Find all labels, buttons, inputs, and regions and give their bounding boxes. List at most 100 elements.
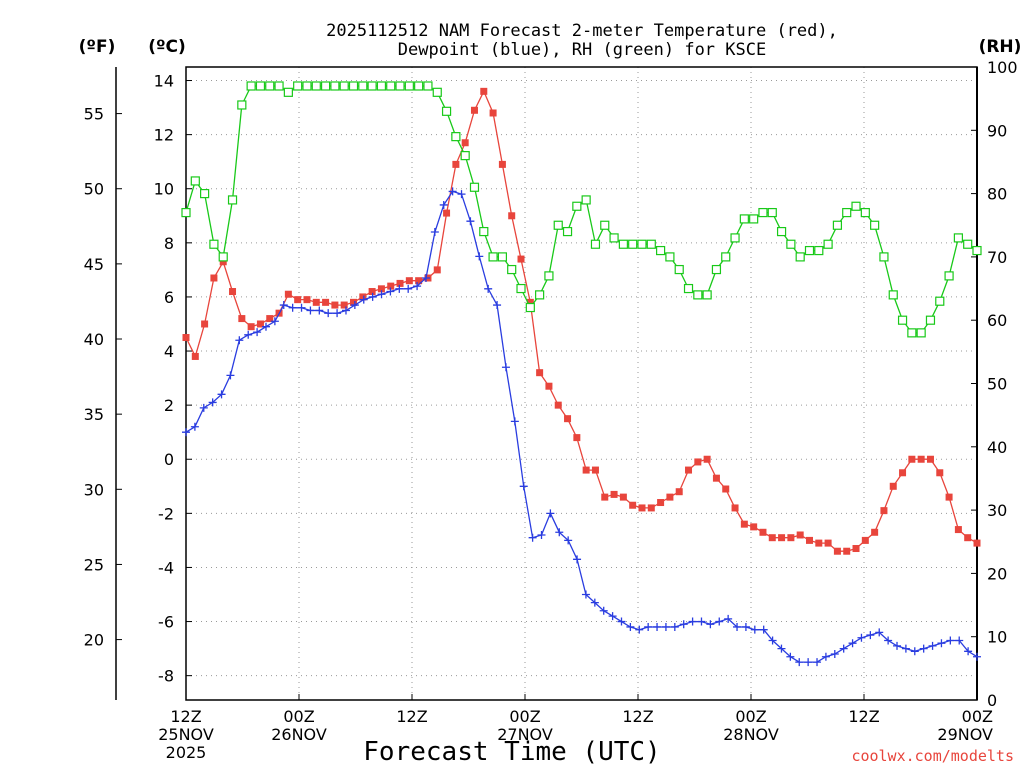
rh-point	[274, 81, 284, 91]
dewpoint-point	[679, 620, 688, 629]
dewpoint-point	[839, 644, 848, 653]
rh-point	[655, 245, 666, 256]
temperature-point	[470, 106, 478, 114]
temperature-point	[247, 323, 255, 331]
rh-point	[246, 81, 256, 91]
c-tick-label: 10	[154, 180, 174, 199]
rh-point	[842, 207, 852, 218]
temperature-point	[899, 469, 907, 477]
temperature-point	[554, 401, 562, 409]
temperature-point	[759, 528, 767, 536]
x-axis-label: Forecast Time (UTC)	[363, 737, 660, 767]
dewpoint-point	[599, 606, 608, 615]
dewpoint-point	[617, 617, 626, 626]
plot-frame	[185, 66, 978, 701]
dewpoint-point	[635, 625, 644, 634]
rh-point	[786, 239, 796, 249]
temperature-point	[182, 334, 190, 342]
rh-point	[758, 207, 768, 218]
rh-point	[441, 106, 452, 116]
rh-point	[200, 189, 210, 199]
dewpoint-point	[501, 363, 510, 372]
credit-label: coolwx.com/modelts	[851, 747, 1014, 765]
rh-point	[218, 252, 228, 262]
rh-point	[311, 81, 321, 91]
dewpoint-point	[786, 652, 795, 661]
temperature-point	[908, 455, 916, 463]
rh-point	[916, 328, 926, 338]
rh-point	[935, 296, 945, 306]
left-f-unit-label: (ºF)	[79, 37, 116, 57]
x-tick-label: 00Z	[962, 707, 993, 726]
rh-tick-label: 60	[987, 311, 1007, 330]
f-tick-label: 25	[84, 555, 104, 574]
dewpoint-point	[821, 652, 830, 661]
temperature-point	[359, 293, 367, 301]
dewpoint-point	[315, 306, 324, 315]
dewpoint-point	[973, 652, 981, 661]
rh-point	[637, 239, 647, 249]
rh-point	[320, 81, 331, 91]
temperature-point	[619, 493, 627, 501]
dewpoint-point	[644, 622, 653, 631]
x-tick-label: 00Z	[509, 707, 540, 726]
c-tick-label: 4	[164, 342, 174, 361]
rh-point	[702, 290, 712, 300]
temperature-point	[731, 504, 739, 512]
dewpoint-point	[182, 428, 190, 437]
dewpoint-point	[466, 217, 475, 226]
dewpoint-point	[297, 303, 306, 312]
left-c-unit-label: (ºC)	[148, 37, 186, 57]
dewpoint-point	[413, 282, 422, 291]
rh-point	[628, 239, 638, 249]
grid	[185, 67, 978, 700]
dewpoint-point	[901, 644, 910, 653]
rh-point	[646, 239, 656, 249]
rh-point	[851, 201, 861, 211]
rh-point	[814, 245, 824, 256]
temperature-point	[480, 87, 488, 95]
rh-point	[302, 81, 312, 91]
temperature-point	[712, 474, 720, 482]
dewpoint-point	[795, 658, 804, 667]
dewpoint-point	[421, 274, 430, 282]
rh-point	[832, 220, 843, 230]
rh-point	[367, 81, 377, 91]
temperature-point	[377, 285, 385, 293]
rh-point	[181, 207, 191, 218]
temperature-point	[657, 499, 665, 507]
temperature-point	[489, 109, 497, 117]
rh-tick-label: 10	[987, 628, 1007, 647]
rh-point	[795, 252, 805, 262]
temperature-point	[601, 493, 609, 501]
temperature-point	[526, 298, 534, 306]
dewpoint-point	[555, 528, 564, 537]
dewpoint-point	[919, 644, 928, 653]
dewpoint-point	[946, 636, 955, 645]
f-tick-label: 50	[84, 180, 104, 199]
rh-point	[190, 176, 200, 186]
temperature-point	[340, 301, 348, 309]
dewpoint-point	[724, 614, 733, 623]
dewpoint-point	[510, 417, 519, 426]
rh-tick-label: 70	[987, 248, 1007, 267]
temperature-point	[517, 255, 525, 263]
temperature-point	[936, 469, 944, 477]
rh-point	[897, 315, 908, 325]
dewpoint-point	[759, 625, 768, 634]
temperature-point	[675, 488, 683, 496]
rh-point	[348, 81, 359, 91]
temperature-point	[294, 296, 302, 304]
rh-point	[525, 302, 535, 313]
rh-point	[749, 214, 759, 224]
dewpoint-point	[768, 636, 777, 645]
temperature-point	[610, 490, 618, 498]
temperature-point	[647, 504, 655, 512]
dewpoint-point	[493, 301, 502, 310]
dewpoint-point	[306, 306, 315, 315]
dewpoint-point	[448, 187, 457, 196]
rh-tick-label: 80	[987, 185, 1007, 204]
right-rh-unit-label: (RH)	[979, 37, 1022, 57]
dewpoint-point	[750, 625, 759, 634]
